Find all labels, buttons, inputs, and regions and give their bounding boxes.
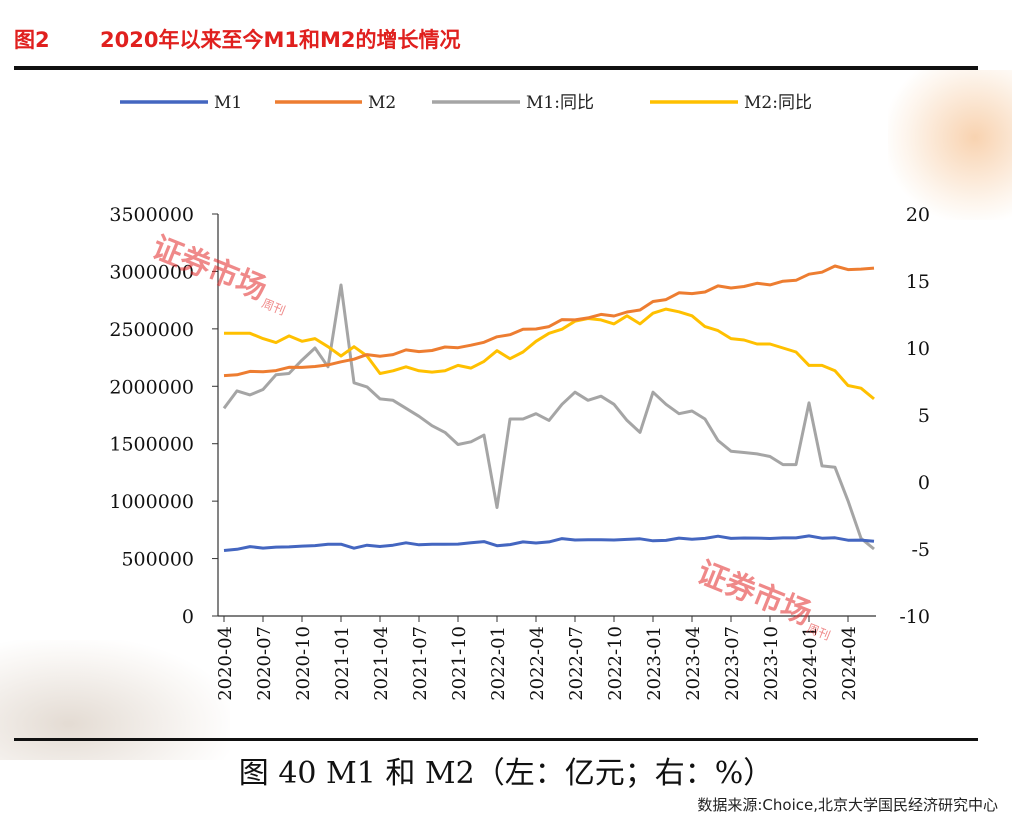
watermark-subtext: 周刊	[260, 296, 288, 318]
legend-label-m1: M1	[214, 93, 242, 113]
y-right-tick-label: -5	[911, 539, 930, 561]
watermark-text: 证券市场	[692, 555, 816, 632]
x-tick-label: 2022-01	[488, 626, 509, 701]
x-tick-label: 2023-01	[644, 626, 665, 701]
figure-number: 图2	[14, 28, 50, 52]
series-line-m1	[223, 534, 875, 552]
x-tick-label: 2022-04	[527, 626, 548, 701]
series-line-m2-yoy	[224, 307, 875, 401]
figure-caption: 图 40 M1 和 M2（左：亿元；右：%）	[238, 756, 774, 791]
figure-title: 2020年以来至今M1和M2的增长情况	[100, 28, 461, 52]
y-left-tick-label: 3000000	[109, 261, 194, 283]
y-left-tick-label: 0	[182, 606, 194, 628]
chart-series	[222, 264, 875, 552]
x-tick-label: 2020-07	[254, 626, 275, 701]
watermark-text: 证券市场	[147, 230, 271, 307]
chart-legend: M1 M2 M1:同比 M2:同比	[120, 93, 812, 113]
y-left-tick-label: 1000000	[109, 491, 194, 513]
x-tick-label: 2023-07	[722, 626, 743, 701]
x-tick-label: 2020-04	[215, 626, 236, 701]
series-line-m2	[223, 264, 875, 378]
y-left-tick-label: 3500000	[109, 204, 194, 226]
x-tick-label: 2021-04	[371, 626, 392, 701]
x-tick-label: 2023-10	[761, 626, 782, 701]
x-tick-label: 2022-07	[566, 626, 587, 701]
chart-axes: 0 500000 1000000 1500000 2000000 2500000 30000…	[109, 204, 930, 701]
y-right-tick-label: 20	[906, 204, 930, 226]
y-left-tick-label: 500000	[121, 549, 194, 571]
x-tick-label: 2021-01	[332, 626, 353, 701]
x-tick-label: 2024-01	[800, 626, 821, 701]
y-right-tick-label: 15	[906, 271, 930, 293]
legend-label-m1-yoy: M1:同比	[526, 93, 594, 113]
x-tick-label: 2023-04	[683, 626, 704, 701]
y-right-tick-label: 0	[918, 472, 930, 494]
series-line-m1-yoy	[222, 283, 875, 551]
y-right-tick-label: 10	[906, 338, 930, 360]
line-chart: M1 M2 M1:同比 M2:同比 0500000100000015000002000…	[109, 93, 930, 701]
header-divider	[14, 66, 978, 70]
background-decoration-top-right	[888, 70, 1012, 220]
figure-header: 图2 2020年以来至今M1和M2的增长情况	[14, 22, 460, 58]
y-left-tick-label: 1500000	[109, 434, 194, 456]
y-left-tick-label: 2500000	[109, 319, 194, 341]
y-right-tick-label: 5	[918, 405, 930, 427]
x-tick-label: 2020-10	[293, 626, 314, 701]
x-tick-label: 2021-10	[449, 626, 470, 701]
x-tick-label: 2024-04	[839, 626, 860, 701]
y-right-tick-label: -10	[899, 606, 930, 628]
x-tick-label: 2022-10	[605, 626, 626, 701]
legend-label-m2-yoy: M2:同比	[744, 93, 812, 113]
footer-divider	[14, 738, 978, 741]
y-left-tick-label: 2000000	[109, 376, 194, 398]
x-tick-label: 2021-07	[410, 626, 431, 701]
legend-label-m2: M2	[368, 93, 396, 113]
data-source: 数据来源:Choice,北京大学国民经济研究中心	[697, 796, 998, 814]
